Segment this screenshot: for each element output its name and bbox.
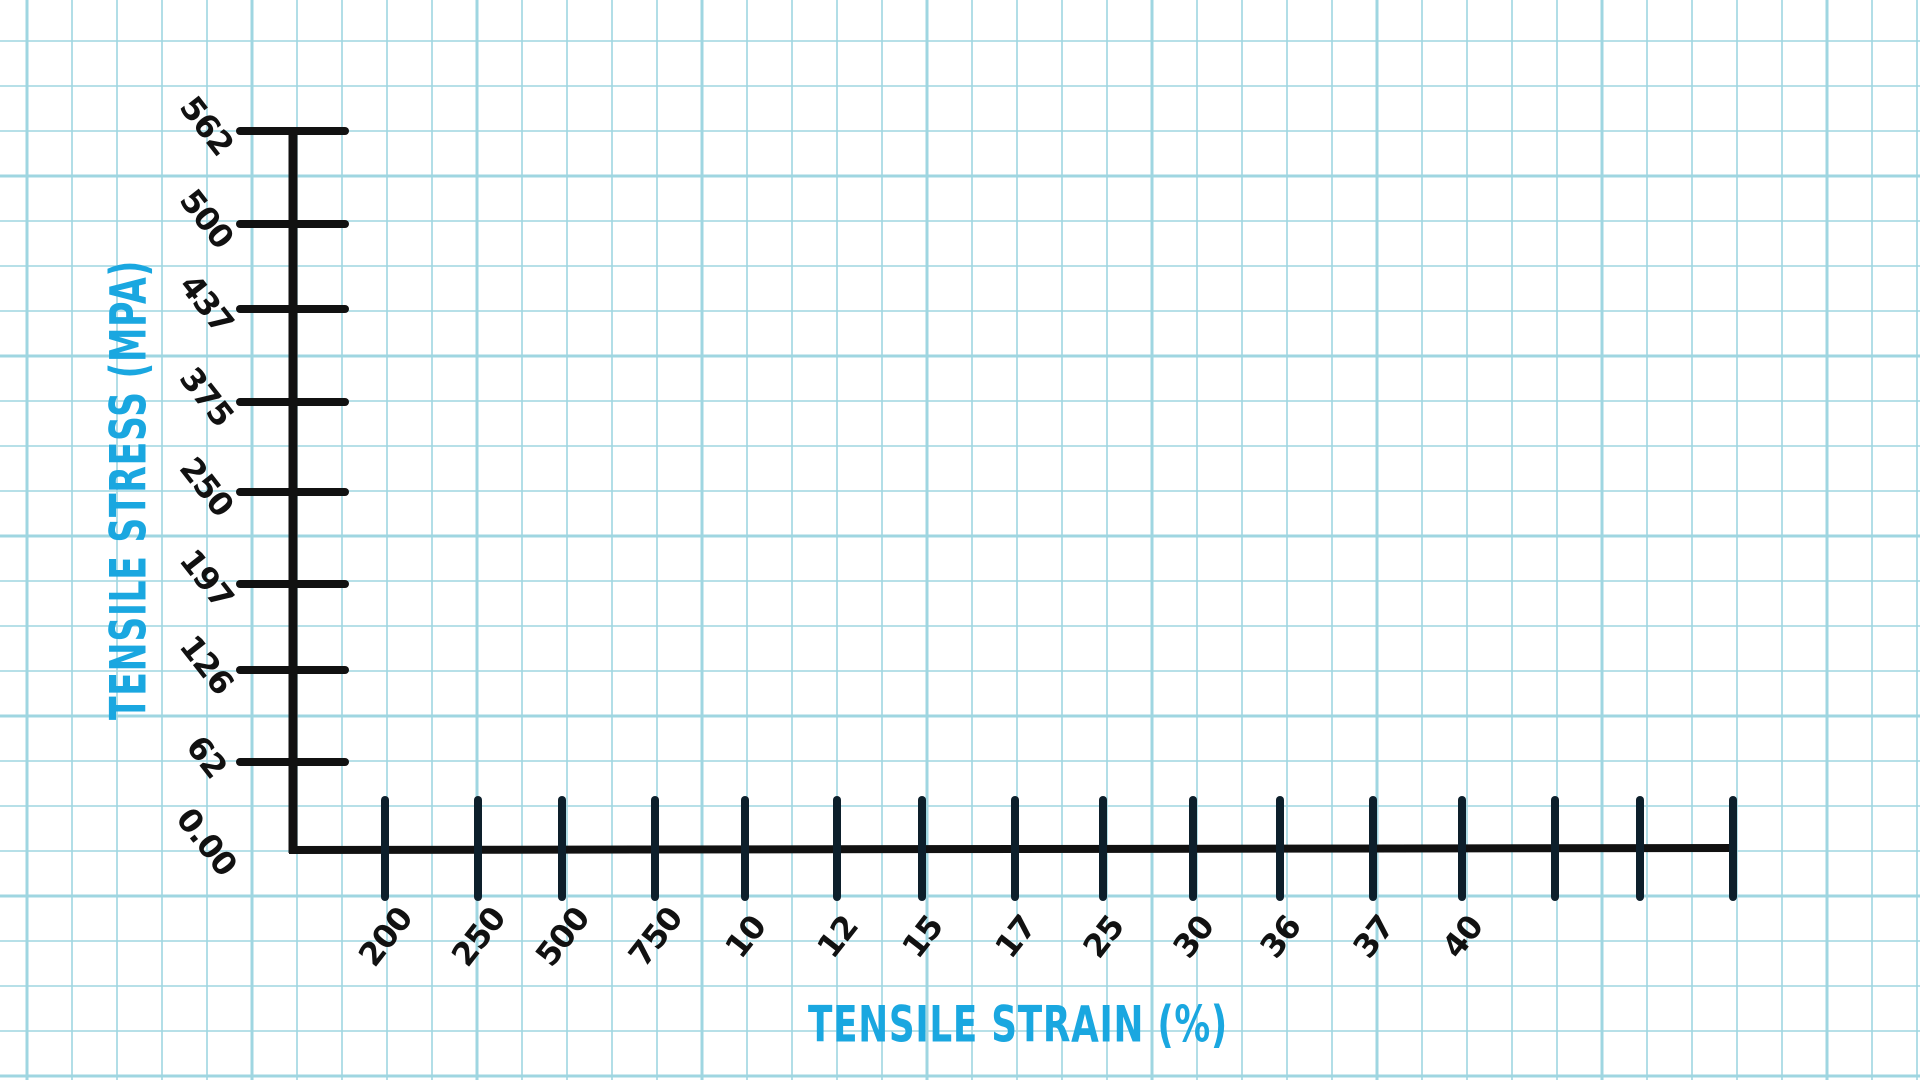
x-axis-title: TENSILE STRAIN (%) (808, 996, 1228, 1054)
y-tick-label: 250 (172, 450, 241, 524)
x-tick-label: 500 (528, 900, 597, 974)
y-tick-label: 126 (172, 628, 241, 702)
y-tick-label: 562 (172, 89, 241, 163)
y-ticks: 0.00 62 126 197 250 375 437 500 562 (169, 89, 349, 883)
y-tick-label: 437 (172, 267, 241, 341)
x-tick-label: 15 (894, 908, 950, 965)
x-tick-label: 40 (1434, 908, 1490, 965)
y-tick-label: 0.00 (169, 801, 245, 883)
x-tick-label: 750 (621, 900, 690, 974)
y-tick-label: 62 (179, 728, 235, 785)
x-tick-label: 30 (1165, 908, 1221, 965)
x-tick-label: 250 (444, 900, 513, 974)
x-tick-label: 17 (987, 908, 1043, 965)
y-axis-title: TENSILE STRESS (MPA) (100, 260, 158, 720)
x-tick-label: 37 (1345, 908, 1401, 965)
x-tick-label: 200 (351, 900, 420, 974)
y-tick-label: 197 (172, 542, 241, 616)
y-tick-label: 500 (172, 182, 241, 256)
x-tick-label: 10 (717, 908, 773, 965)
x-ticks: 200 250 500 750 10 12 15 17 25 30 36 37 40 (351, 796, 1737, 974)
y-tick-label: 375 (172, 360, 241, 434)
x-tick-label: 36 (1252, 908, 1308, 965)
x-tick-label: 25 (1075, 908, 1131, 965)
x-tick-label: 12 (809, 908, 865, 965)
